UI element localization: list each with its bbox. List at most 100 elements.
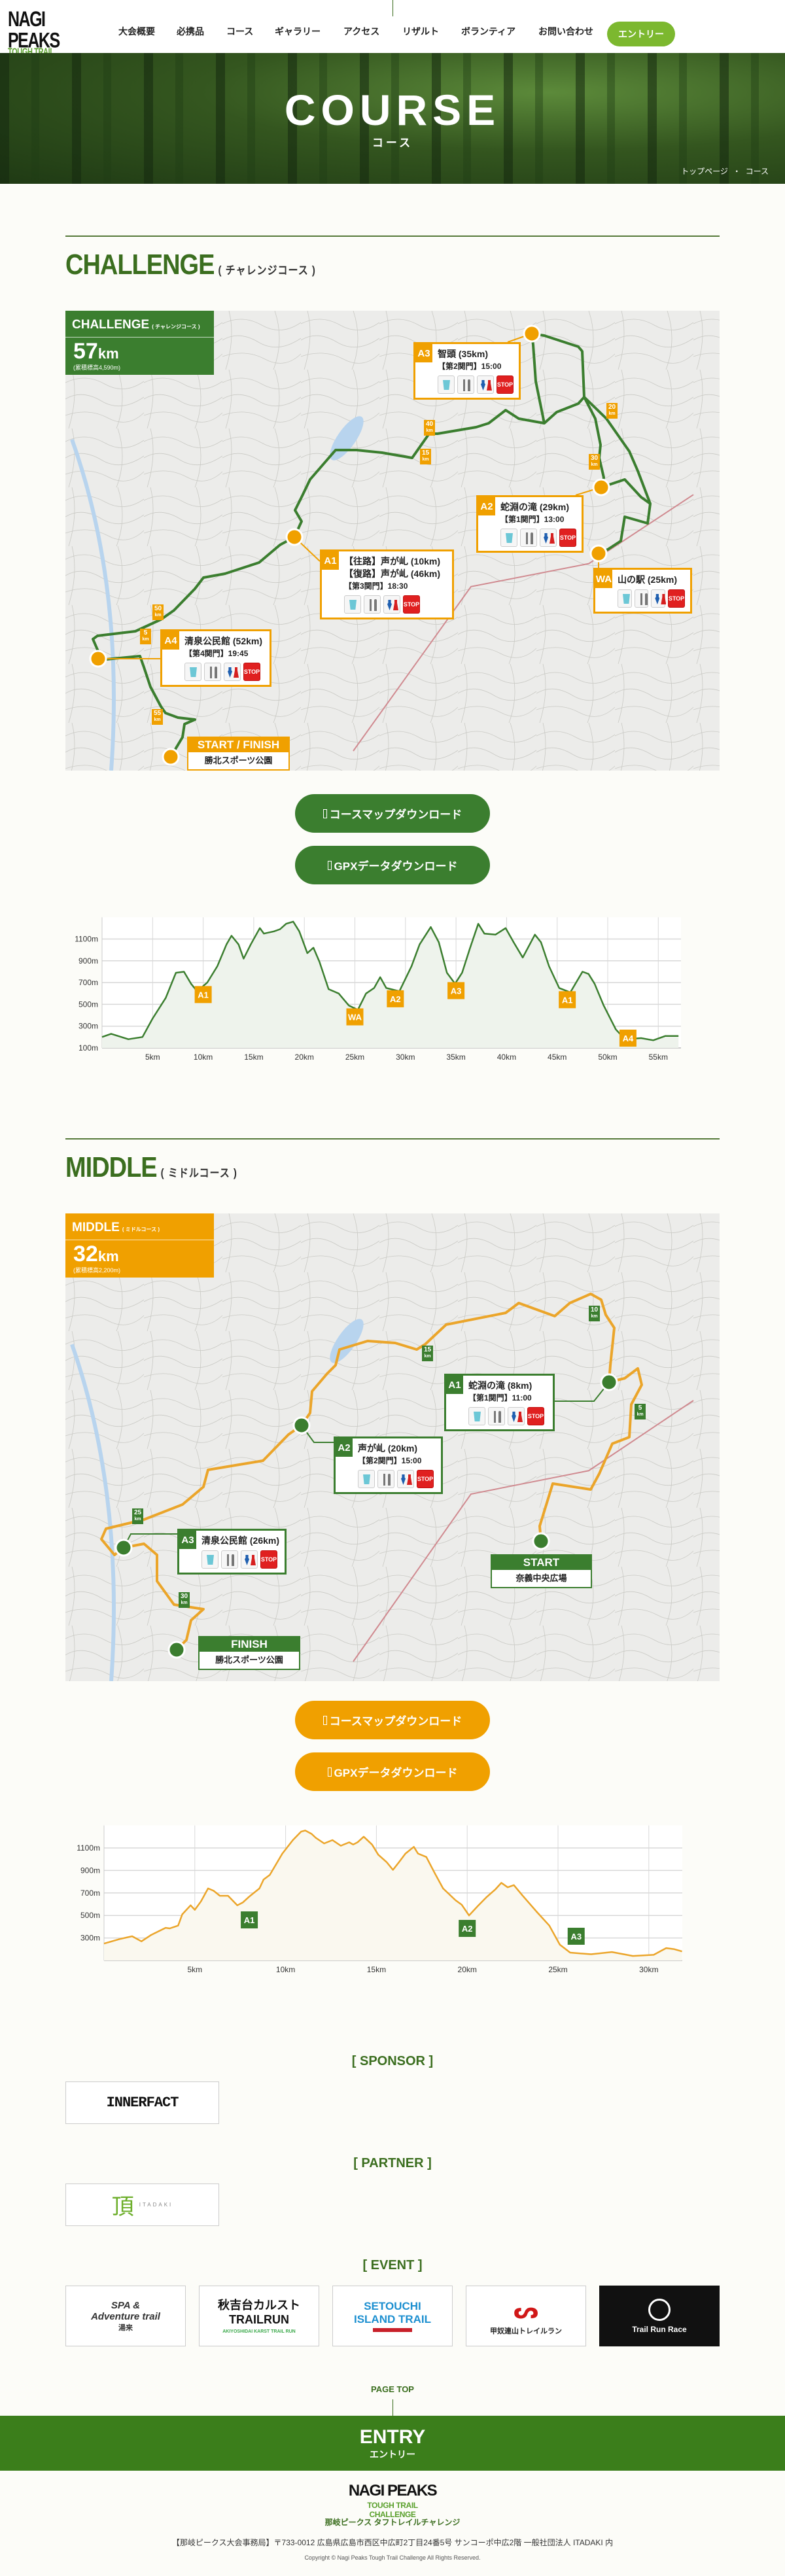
x-tick-label: 20km — [458, 1965, 477, 1974]
sponsor-heading: [ SPONSOR ] — [351, 2054, 434, 2068]
aid-station-marker[interactable] — [589, 544, 608, 563]
button-label: コースマップダウンロード — [329, 809, 462, 821]
nav-access[interactable]: アクセス — [343, 26, 380, 37]
nav-gallery[interactable]: ギャラリー — [275, 26, 321, 37]
aid-station-marker[interactable] — [114, 1539, 133, 1557]
x-tick-label: 50km — [598, 1053, 617, 1062]
x-tick-label: 55km — [649, 1053, 668, 1062]
aid-station-callout: A2 声が乢 (20km) 【第2関門】15:00 STOP — [334, 1436, 443, 1494]
marker-label: A2 — [462, 1924, 473, 1934]
marker-label: WA — [348, 1013, 362, 1022]
partner-logo-itadaki[interactable]: 頂 ITADAKI — [65, 2184, 219, 2226]
km-marker: 15 km — [422, 1346, 433, 1361]
event-logo-akiyoshidai[interactable]: 秋吉台カルスト TRAILRUN AKIYOSHIDAI KARST TRAIL… — [199, 2286, 319, 2346]
challenge-map-download-button[interactable]: コースマップダウンロード — [295, 794, 490, 833]
event-logo-spa-adventure[interactable]: SPA & Adventure trail 湯来 — [65, 2286, 186, 2346]
nav-results[interactable]: リザルト — [402, 26, 439, 37]
restroom-icon — [508, 1407, 525, 1425]
marker-label: A1 — [244, 1915, 255, 1925]
river — [70, 1344, 116, 1681]
aid-station-marker[interactable] — [523, 324, 541, 343]
km-marker: 30 km — [589, 454, 600, 470]
aid-station-marker[interactable] — [285, 528, 304, 546]
aid-station-info: 【復路】声が乢 (46km) — [344, 568, 441, 579]
event-logo-trail-run-race[interactable]: Trail Run Race — [599, 2286, 720, 2346]
course-summary-box: CHALLENGE( チャレンジコース ) 57km (累積標高4,590m) — [65, 311, 214, 375]
summary-distance: 32km — [73, 1242, 119, 1266]
km-marker: 15 km — [420, 449, 431, 464]
breadcrumb-separator: ・ — [733, 167, 741, 176]
logo-text: INNERFACT — [106, 2095, 179, 2111]
sponsor-logo-innerfact[interactable]: INNERFACT — [65, 2081, 219, 2124]
restroom-icon — [383, 595, 400, 614]
button-label: GPXデータダウンロード — [334, 860, 458, 873]
x-tick-label: 25km — [548, 1965, 567, 1974]
logo-text: 頂 — [111, 2194, 134, 2220]
topography-texture — [65, 311, 720, 771]
water-cup-icon — [500, 529, 517, 547]
nav-course[interactable]: コース — [226, 26, 254, 37]
facility-icons: STOP — [184, 663, 264, 681]
logo-text: SETOUCHI ISLAND TRAIL — [353, 2300, 432, 2325]
elevation-area — [102, 921, 679, 1048]
start-finish-place: 勝北スポーツ公園 — [204, 756, 273, 765]
aid-station-marker — [387, 990, 404, 1007]
aid-station-marker[interactable] — [592, 478, 610, 496]
entry-banner-button[interactable]: ENTRY エントリー — [0, 2416, 785, 2471]
stop-sign-icon: STOP — [668, 589, 686, 608]
middle-gpx-download-button[interactable]: GPXデータダウンロード — [295, 1752, 490, 1791]
facility-icons: STOP — [344, 595, 447, 614]
event-logo-kounu[interactable]: ᔕ 甲奴連山トレイルラン — [466, 2286, 586, 2346]
y-tick-label: 1100m — [77, 1843, 100, 1853]
aid-station-callout: A1 【往路】声が乢 (10km) 【復路】声が乢 (46km) 【第3関門】18:3… — [320, 549, 454, 619]
x-tick-label: 10km — [194, 1053, 213, 1062]
aid-station-info: 【第2関門】15:00 — [358, 1456, 422, 1465]
nav-volunteer[interactable]: ボランティア — [461, 26, 516, 37]
aid-station-id: A1 — [322, 551, 339, 570]
download-icon — [323, 1715, 327, 1725]
breadcrumb-home[interactable]: トップページ — [681, 167, 728, 176]
aid-station-marker[interactable] — [292, 1416, 311, 1435]
aid-station-marker[interactable] — [162, 748, 180, 766]
partner-heading: [ PARTNER ] — [353, 2156, 432, 2170]
footer-copyright: Copyright © Nagi Peaks Tough Trail Chall… — [304, 2554, 481, 2561]
aid-station-marker[interactable] — [600, 1373, 618, 1391]
event-logo-setouchi[interactable]: SETOUCHI ISLAND TRAIL — [332, 2286, 453, 2346]
middle-course-map: MIDDLE( ミドルコース ) 32km (累積標高2,200m) A1 蛇淵の滝 (… — [65, 1213, 720, 1681]
aid-station-name: 智頭 (35km) — [438, 349, 489, 359]
elevation-line — [103, 1830, 682, 1957]
course-route — [583, 396, 652, 555]
facility-icons: STOP — [358, 1470, 436, 1488]
marker-label: A4 — [623, 1034, 634, 1043]
aid-station-marker[interactable] — [167, 1641, 186, 1659]
aid-station-marker[interactable] — [532, 1532, 550, 1550]
logo-sub: ITADAKI — [139, 2202, 173, 2208]
x-tick-label: 25km — [345, 1053, 364, 1062]
divider — [392, 2399, 393, 2416]
middle-map-download-button[interactable]: コースマップダウンロード — [295, 1701, 490, 1739]
restroom-icon — [224, 663, 241, 681]
logo-mark: ᔕ — [513, 2298, 539, 2324]
aid-station-info: 【第3関門】18:30 — [344, 582, 408, 591]
km-marker: 55 km — [152, 709, 163, 725]
stop-sign-icon: STOP — [417, 1470, 434, 1488]
aid-station-id: A2 — [336, 1438, 353, 1457]
challenge-gpx-download-button[interactable]: GPXデータダウンロード — [295, 846, 490, 884]
summary-name: MIDDLE( ミドルコース ) — [72, 1221, 160, 1234]
page-top-link[interactable]: PAGE TOP — [371, 2384, 414, 2394]
nav-overview[interactable]: 大会概要 — [118, 26, 155, 37]
challenge-course-map: CHALLENGE( チャレンジコース ) 57km (累積標高4,590m) A3 智… — [65, 311, 720, 771]
nav-equipment[interactable]: 必携品 — [177, 26, 204, 37]
aid-station-marker[interactable] — [89, 650, 107, 668]
aid-station-id: A4 — [162, 631, 179, 650]
start-finish-heading: FINISH — [200, 1637, 299, 1652]
aid-station-marker — [447, 982, 465, 1000]
restroom-icon — [540, 529, 557, 547]
restroom-icon — [477, 375, 494, 394]
railway — [353, 494, 694, 752]
nav-contact[interactable]: お問い合わせ — [538, 26, 593, 37]
entry-button[interactable]: エントリー — [607, 22, 675, 46]
aid-station-info: 【第1関門】13:00 — [500, 515, 565, 524]
marker-label: A3 — [451, 986, 462, 996]
stop-sign-icon: STOP — [559, 529, 576, 547]
